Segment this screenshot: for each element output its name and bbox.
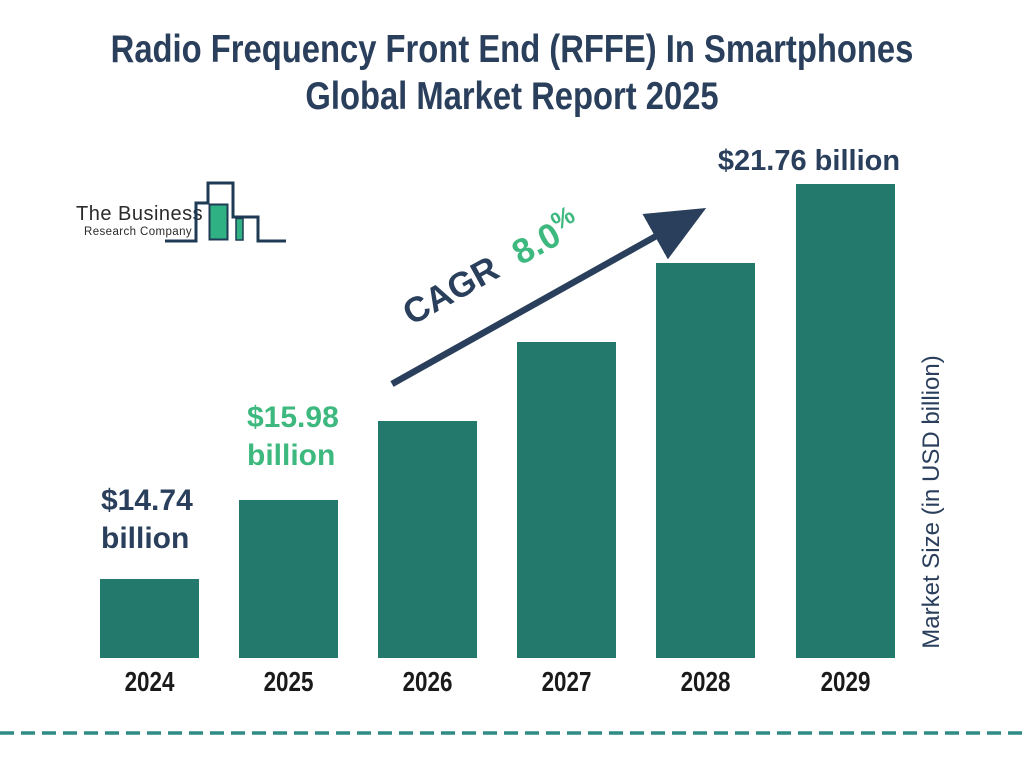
bar-2029 bbox=[796, 184, 895, 658]
bar-skyline-logo-icon bbox=[165, 181, 286, 243]
value-label-2029: $21.76 billion bbox=[717, 145, 901, 177]
bar-2028 bbox=[656, 263, 755, 658]
x-tick-2025: 2025 bbox=[263, 666, 314, 697]
value-label-2025: $15.98 billion bbox=[247, 401, 339, 472]
bar-2027 bbox=[517, 342, 616, 658]
page-title-line1: Radio Frequency Front End (RFFE) In Smar… bbox=[110, 28, 914, 71]
bar-2024 bbox=[100, 579, 199, 658]
logo-company-subname: Research Company bbox=[84, 226, 193, 238]
x-tick-2029: 2029 bbox=[820, 666, 871, 697]
x-tick-2024: 2024 bbox=[124, 666, 175, 697]
x-tick-2028: 2028 bbox=[680, 666, 731, 697]
page-title: Radio Frequency Front End (RFFE) In Smar… bbox=[82, 26, 942, 120]
cagr-annotation: CAGR 8.0% bbox=[391, 194, 584, 333]
value-label-2024: $14.74 billion bbox=[101, 484, 193, 555]
x-tick-2027: 2027 bbox=[541, 666, 592, 697]
x-tick-2026: 2026 bbox=[402, 666, 453, 697]
cagr-label: CAGR bbox=[396, 248, 506, 333]
y-axis-label: Market Size (in USD billion) bbox=[918, 355, 945, 649]
bar-2026 bbox=[378, 421, 477, 658]
bar-2025 bbox=[239, 500, 338, 658]
page-title-line2: Global Market Report 2025 bbox=[305, 75, 719, 118]
logo-company-name: The Business bbox=[76, 203, 204, 225]
cagr-value: 8.0% bbox=[505, 200, 580, 273]
